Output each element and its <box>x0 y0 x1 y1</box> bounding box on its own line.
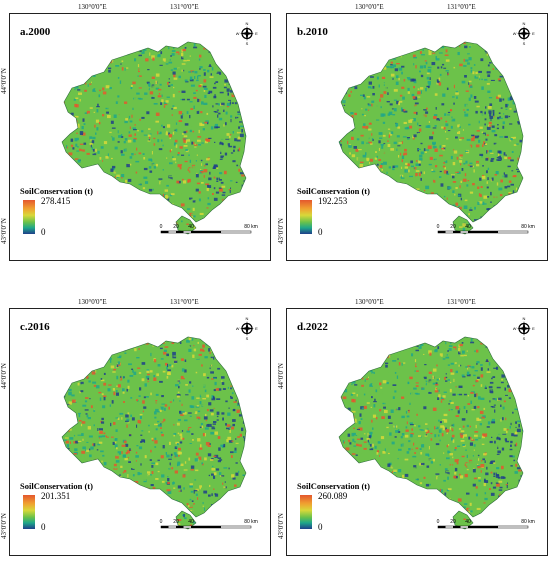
longitude-label-2: 131°0'0"E <box>170 3 199 11</box>
scale-bar-tick: 0 <box>160 519 163 525</box>
compass-s: S <box>523 41 526 46</box>
legend-title: SoilConservation (t) <box>20 186 93 196</box>
latitude-label-2: 43°0'0"N <box>277 218 285 244</box>
map-panel-2: 130°0'0"E 131°0'0"E 44°0'0"N 43°0'0"N N … <box>277 3 548 261</box>
legend-max-value: 192.253 <box>318 196 348 206</box>
latitude-label-2: 43°0'0"N <box>0 513 8 539</box>
legend-max-value: 260.089 <box>318 491 348 501</box>
map-panel-3: 130°0'0"E 131°0'0"E 44°0'0"N 43°0'0"N N … <box>0 298 271 556</box>
north-arrow-icon: N S W E <box>236 21 258 46</box>
panel-label: a.2000 <box>20 26 51 38</box>
compass-s: S <box>246 336 249 341</box>
scale-bar-tick: 40 <box>188 224 194 230</box>
north-arrow-icon: N S W E <box>513 316 535 341</box>
longitude-label-2: 131°0'0"E <box>170 298 199 306</box>
compass-s: S <box>523 336 526 341</box>
scale-bar-tick: 0 <box>160 224 163 230</box>
map-panel-4: 130°0'0"E 131°0'0"E 44°0'0"N 43°0'0"N N … <box>277 298 548 556</box>
latitude-label-1: 44°0'0"N <box>277 68 285 94</box>
legend-title: SoilConservation (t) <box>297 481 370 491</box>
latitude-label-2: 43°0'0"N <box>0 218 8 244</box>
scale-bar-tick: 80 km <box>521 224 535 230</box>
latitude-label-1: 44°0'0"N <box>277 363 285 389</box>
scale-bar-tick: 0 <box>437 519 440 525</box>
scale-bar-tick: 80 km <box>521 519 535 525</box>
scale-bar: 0 20 40 80 km <box>437 519 535 529</box>
scale-bar-tick: 40 <box>465 519 471 525</box>
legend-max-value: 278.415 <box>41 196 71 206</box>
longitude-label-1: 130°0'0"E <box>78 298 107 306</box>
compass-w: W <box>513 31 517 36</box>
panel-label: c.2016 <box>20 321 50 333</box>
compass-e: E <box>255 31 258 36</box>
panel-label: b.2010 <box>297 26 328 38</box>
soil-conservation-map <box>61 41 247 235</box>
compass-w: W <box>236 31 240 36</box>
scale-bar-tick: 20 <box>450 224 456 230</box>
legend-title: SoilConservation (t) <box>20 481 93 491</box>
legend-color-ramp <box>23 200 35 234</box>
latitude-label-1: 44°0'0"N <box>0 68 8 94</box>
latitude-label-2: 43°0'0"N <box>277 513 285 539</box>
compass-e: E <box>255 326 258 331</box>
compass-n: N <box>523 21 526 26</box>
legend-min-value: 0 <box>318 522 323 532</box>
legend-color-ramp <box>300 495 312 529</box>
scale-bar-tick: 20 <box>173 224 179 230</box>
panel-label: d.2022 <box>297 321 328 333</box>
longitude-label-1: 130°0'0"E <box>78 3 107 11</box>
soil-conservation-map <box>61 336 247 530</box>
compass-w: W <box>236 326 240 331</box>
legend-title: SoilConservation (t) <box>297 186 370 196</box>
legend-min-value: 0 <box>318 227 323 237</box>
compass-n: N <box>246 21 249 26</box>
scale-bar-tick: 40 <box>465 224 471 230</box>
longitude-label-1: 130°0'0"E <box>355 298 384 306</box>
legend-max-value: 201.351 <box>41 491 71 501</box>
compass-s: S <box>246 41 249 46</box>
scale-bar-tick: 20 <box>450 519 456 525</box>
legend-min-value: 0 <box>41 522 46 532</box>
compass-e: E <box>532 326 535 331</box>
compass-w: W <box>513 326 517 331</box>
legend-color-ramp <box>300 200 312 234</box>
scale-bar: 0 20 40 80 km <box>160 519 258 529</box>
longitude-label-1: 130°0'0"E <box>355 3 384 11</box>
legend-color-ramp <box>23 495 35 529</box>
compass-e: E <box>532 31 535 36</box>
scale-bar-tick: 80 km <box>244 519 258 525</box>
longitude-label-2: 131°0'0"E <box>447 3 476 11</box>
compass-n: N <box>246 316 249 321</box>
scale-bar: 0 20 40 80 km <box>437 224 535 234</box>
longitude-label-2: 131°0'0"E <box>447 298 476 306</box>
scale-bar-tick: 0 <box>437 224 440 230</box>
scale-bar-tick: 20 <box>173 519 179 525</box>
legend-min-value: 0 <box>41 227 46 237</box>
latitude-label-1: 44°0'0"N <box>0 363 8 389</box>
scale-bar-tick: 40 <box>188 519 194 525</box>
north-arrow-icon: N S W E <box>513 21 535 46</box>
soil-conservation-map <box>338 336 524 530</box>
scale-bar-tick: 80 km <box>244 224 258 230</box>
scale-bar: 0 20 40 80 km <box>160 224 258 234</box>
map-panel-1: 130°0'0"E 131°0'0"E 44°0'0"N 43°0'0"N N … <box>0 3 271 261</box>
north-arrow-icon: N S W E <box>236 316 258 341</box>
compass-n: N <box>523 316 526 321</box>
soil-conservation-map <box>338 41 524 235</box>
